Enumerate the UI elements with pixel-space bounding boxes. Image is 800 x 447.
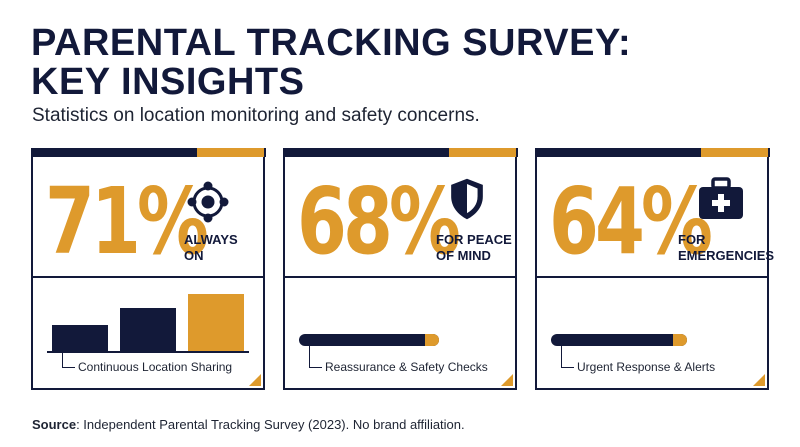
- stat-card-emergencies: 64% FOR EMERGENCIES Urgent Response & Al…: [535, 148, 774, 390]
- card-divider: [285, 276, 515, 278]
- shield-icon: [451, 178, 483, 220]
- source-label: Source: [32, 417, 77, 432]
- stat-label-line-2: OF MIND: [436, 248, 491, 263]
- stat-card-always-on: 71% ALWAYS ON Continuous Location Sharin…: [31, 148, 266, 390]
- bar-1: [52, 325, 108, 351]
- stat-label-line-2: EMERGENCIES: [678, 248, 775, 263]
- card-top-band: [535, 148, 770, 157]
- progress-pill: [551, 334, 687, 346]
- stat-label: FOR EMERGENCIES: [678, 232, 778, 264]
- connected-network-icon: [187, 181, 229, 223]
- stat-card-peace-of-mind: 68% FOR PEACE OF MIND Reassurance & Safe…: [283, 148, 518, 390]
- title-line-2: KEY INSIGHTS: [31, 61, 305, 103]
- stat-label-line-1: FOR PEACE: [436, 232, 512, 247]
- first-aid-kit-icon: [699, 177, 743, 219]
- source-note: Source: Independent Parental Tracking Su…: [32, 417, 465, 432]
- bar-2: [120, 308, 176, 351]
- title-line-1: PARENTAL TRACKING SURVEY:: [31, 22, 632, 64]
- stat-label-line-1: FOR: [678, 232, 706, 247]
- corner-accent: [249, 374, 261, 386]
- stat-label-line-2: ON: [184, 248, 204, 263]
- card-divider: [537, 276, 767, 278]
- page-subtitle: Statistics on location monitoring and sa…: [32, 105, 480, 126]
- stat-percent: 68%: [297, 168, 461, 275]
- card-caption: Urgent Response & Alerts: [577, 360, 716, 374]
- progress-pill: [299, 334, 439, 346]
- card-top-band: [283, 148, 518, 157]
- corner-accent: [753, 374, 765, 386]
- bar-3: [188, 294, 244, 351]
- stat-percent: 64%: [549, 168, 713, 275]
- card-caption: Continuous Location Sharing: [78, 360, 233, 374]
- stat-label: FOR PEACE OF MIND: [436, 232, 531, 264]
- stat-label-line-1: ALWAYS: [184, 232, 238, 247]
- corner-accent: [501, 374, 513, 386]
- card-top-band: [31, 148, 266, 157]
- source-text: : Independent Parental Tracking Survey (…: [76, 417, 465, 432]
- card-divider: [33, 276, 263, 278]
- bar-baseline: [47, 351, 249, 353]
- caption-bracket: [561, 346, 574, 368]
- card-caption: Reassurance & Safety Checks: [325, 360, 488, 374]
- stat-label: ALWAYS ON: [184, 232, 279, 264]
- caption-bracket: [62, 353, 75, 368]
- stat-percent: 71%: [45, 168, 209, 275]
- page-title: PARENTAL TRACKING SURVEY: KEY INSIGHTS: [31, 24, 771, 102]
- caption-bracket: [309, 346, 322, 368]
